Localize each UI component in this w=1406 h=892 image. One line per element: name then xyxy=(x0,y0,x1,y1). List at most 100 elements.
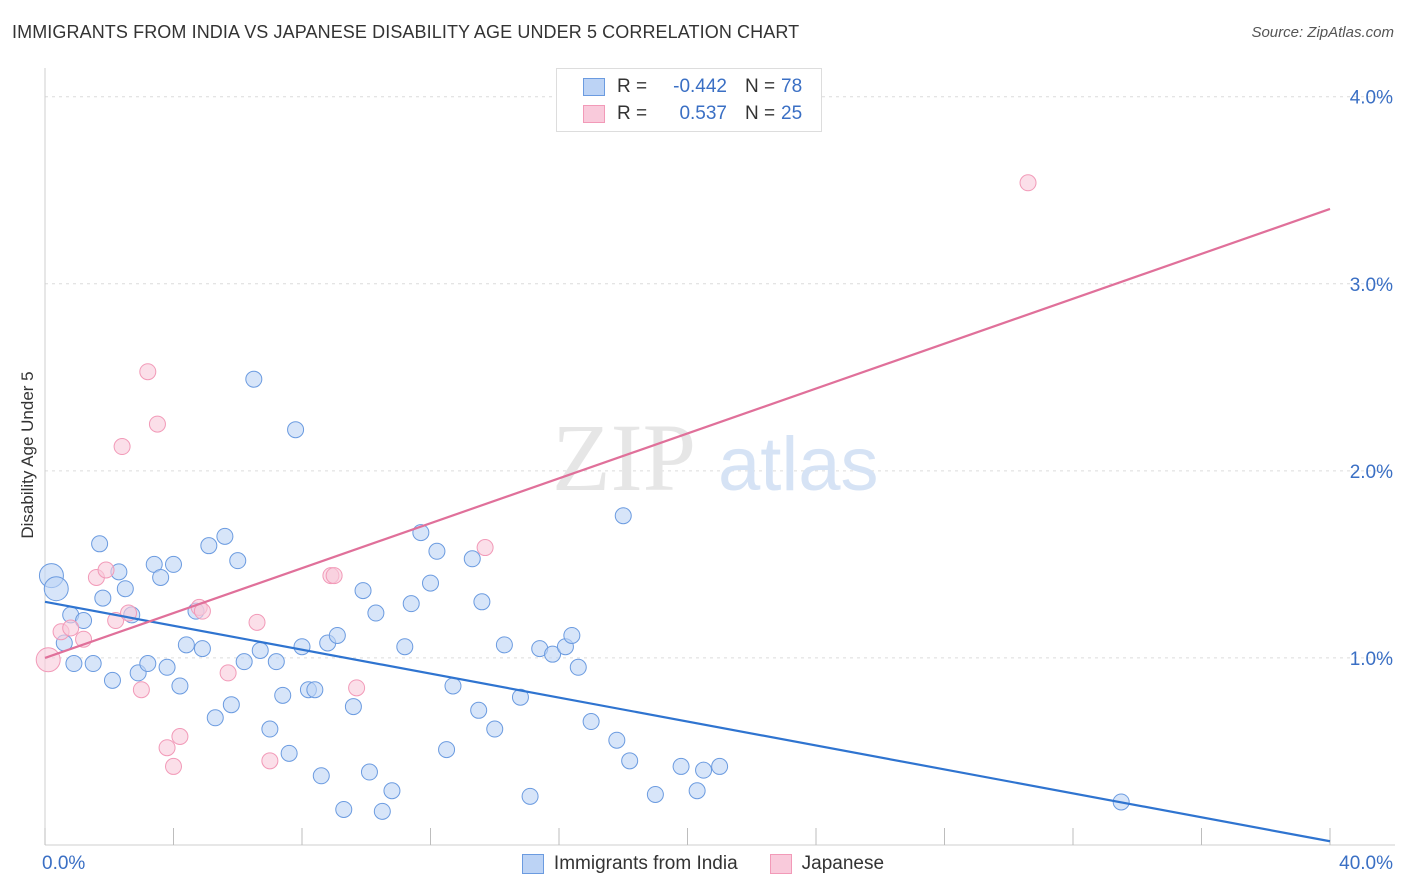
japanese-point xyxy=(158,739,176,757)
india-point xyxy=(287,421,305,439)
india-point xyxy=(711,757,729,775)
india-point xyxy=(75,612,93,630)
india-point xyxy=(569,658,587,676)
japanese-point xyxy=(35,647,61,673)
india-point xyxy=(245,370,263,388)
tick-labels: 1.0% 2.0% 3.0% 4.0% 0.0% 40.0% xyxy=(42,88,1393,874)
india-point xyxy=(473,593,491,611)
india-point xyxy=(360,763,378,781)
india-point xyxy=(470,701,488,719)
india-point xyxy=(193,640,211,658)
india-point xyxy=(695,761,713,779)
r-label: R = xyxy=(617,103,648,124)
japanese-point xyxy=(132,681,150,699)
india-point xyxy=(444,677,462,695)
japanese-point xyxy=(113,438,131,456)
japanese-point xyxy=(97,561,115,579)
india-point xyxy=(222,696,240,714)
india-point xyxy=(511,688,529,706)
legend-label: Immigrants from India xyxy=(553,853,738,874)
stats-row-japanese: R = 0.537 N = 25 xyxy=(557,100,802,128)
axes xyxy=(44,68,1395,846)
india-point xyxy=(373,802,391,820)
japanese-point xyxy=(261,752,279,770)
india-point xyxy=(544,645,562,663)
india-point xyxy=(43,576,69,602)
india-point xyxy=(402,595,420,613)
legend-swatch-india xyxy=(521,854,544,874)
india-point xyxy=(463,550,481,568)
r-value: -0.442 xyxy=(673,76,727,97)
india-point xyxy=(200,537,218,555)
stats-box: R = -0.442 N = 78 R = 0.537 N = 25 xyxy=(556,68,822,132)
india-point xyxy=(65,655,83,673)
y-tick-label: 4.0% xyxy=(1350,88,1393,109)
japanese-point xyxy=(219,664,237,682)
chart-title: IMMIGRANTS FROM INDIA VS JAPANESE DISABI… xyxy=(12,22,800,42)
india-point xyxy=(563,626,581,644)
india-point xyxy=(139,655,157,673)
india-point xyxy=(608,731,626,749)
japanese-swatch xyxy=(583,105,605,123)
legend-label: Japanese xyxy=(801,853,885,874)
india-point xyxy=(367,604,385,622)
india-point xyxy=(158,658,176,676)
india-point xyxy=(383,782,401,800)
y-tick-label: 2.0% xyxy=(1350,462,1393,483)
legend: Immigrants from India Japanese xyxy=(0,852,1406,876)
y-tick-label: 1.0% xyxy=(1350,649,1393,670)
x-tick-label: 40.0% xyxy=(1339,853,1393,874)
india-point xyxy=(235,653,253,671)
india-point xyxy=(177,636,195,654)
india-point xyxy=(312,767,330,785)
india-point xyxy=(328,626,346,644)
india-point xyxy=(422,574,439,592)
india-point xyxy=(396,638,414,656)
y-tick-label: 3.0% xyxy=(1350,275,1393,296)
india-point xyxy=(251,641,269,659)
n-label: N = xyxy=(745,103,776,124)
r-label: R = xyxy=(617,76,648,97)
n-value: 78 xyxy=(781,76,803,97)
india-point xyxy=(94,589,112,607)
stats-row-india: R = -0.442 N = 78 xyxy=(557,73,802,101)
japanese-point xyxy=(139,363,157,381)
japanese-point xyxy=(248,613,266,631)
india-point xyxy=(206,709,224,727)
japanese-point xyxy=(171,727,189,745)
india-point xyxy=(428,542,446,560)
india-point xyxy=(165,555,182,573)
india-point xyxy=(267,653,285,671)
japanese-point xyxy=(165,757,182,775)
data-points xyxy=(35,174,1130,820)
japanese-point xyxy=(476,539,494,557)
legend-swatch-japanese xyxy=(769,854,792,874)
india-point xyxy=(152,568,170,586)
india-trend-line xyxy=(44,600,1331,843)
india-point xyxy=(354,582,372,600)
india-point xyxy=(621,752,639,770)
india-point xyxy=(646,785,664,803)
source-label: Source: ZipAtlas.com xyxy=(1251,24,1394,41)
india-point xyxy=(495,636,513,654)
r-value: 0.537 xyxy=(679,103,727,124)
india-point xyxy=(306,681,324,699)
india-point xyxy=(438,741,456,759)
india-point xyxy=(216,527,234,545)
india-point xyxy=(274,686,292,704)
legend-item-india: Immigrants from India xyxy=(521,852,738,876)
india-point xyxy=(688,782,706,800)
japanese-point xyxy=(148,415,166,433)
india-point xyxy=(521,787,539,805)
india-point xyxy=(335,800,353,818)
india-point xyxy=(293,638,311,656)
india-point xyxy=(229,552,247,570)
watermark-zip: ZIP xyxy=(552,404,696,511)
india-point xyxy=(261,720,279,738)
japanese-point xyxy=(325,567,343,585)
japanese-point xyxy=(62,619,80,637)
india-point xyxy=(672,757,690,775)
india-point xyxy=(280,744,298,762)
india-swatch xyxy=(583,78,605,96)
